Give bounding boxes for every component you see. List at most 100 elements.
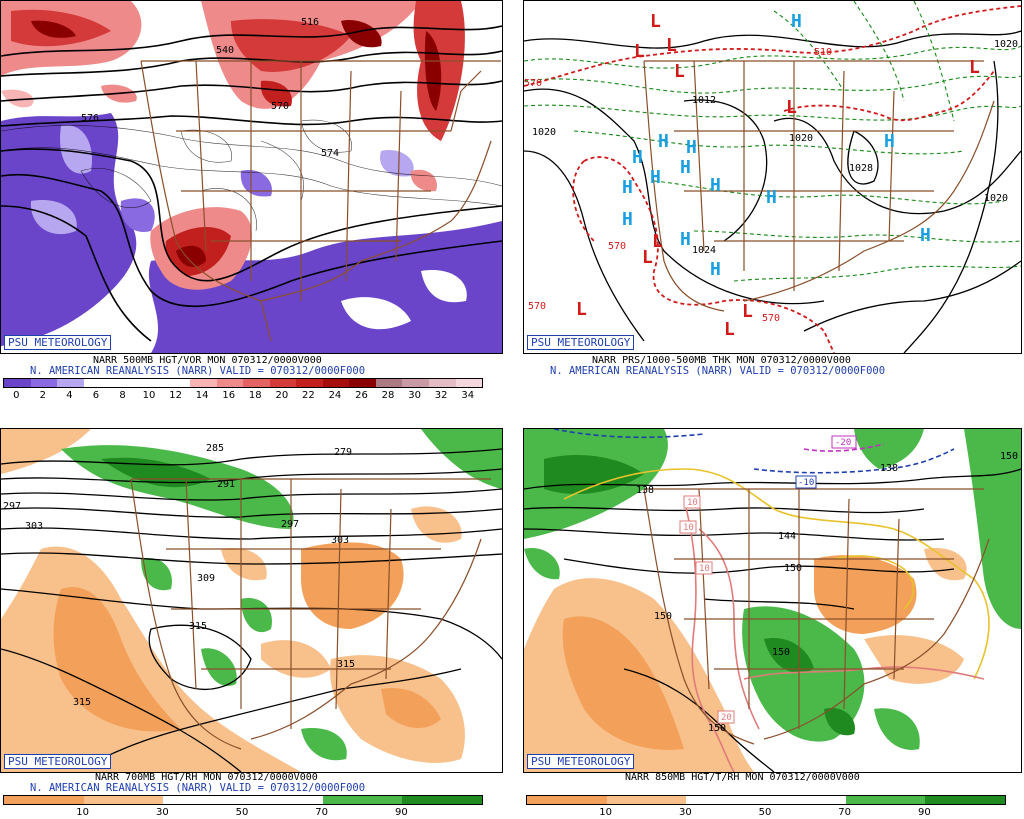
colorbar-swatch: [925, 796, 1006, 804]
contour-label: 315: [73, 697, 91, 708]
colorbar-swatch: [110, 379, 137, 387]
contour-label: 570: [271, 101, 289, 112]
high-pressure-symbol: H: [710, 259, 721, 280]
contour-label: 138: [880, 463, 898, 474]
colorbar-tick-label: 70: [838, 807, 852, 818]
high-pressure-symbol: H: [622, 177, 633, 198]
colorbar-swatch: [402, 796, 483, 804]
colorbar-swatch: [322, 379, 350, 387]
contour-label: 285: [206, 443, 224, 454]
panel-700mb-rh: 285 279 291 297 297 303 303 309 315 315 …: [0, 418, 505, 819]
low-pressure-symbol: L: [786, 97, 797, 118]
temperature-label: 20: [721, 713, 732, 723]
colorbar-tick-label: 14: [195, 390, 209, 401]
colorbar-tick-label: 24: [328, 390, 342, 401]
isobar-label: 1020: [994, 39, 1018, 50]
high-pressure-symbol: H: [920, 225, 931, 246]
colorbar-swatch: [269, 379, 297, 387]
map-subtitle: N. AMERICAN REANALYSIS (NARR) VALID = 07…: [550, 365, 886, 377]
low-pressure-symbol: L: [652, 231, 663, 252]
contour-label: 576: [81, 113, 99, 124]
high-pressure-symbol: H: [622, 209, 633, 230]
contour-label: 150: [654, 611, 672, 622]
contour-label: 279: [334, 447, 352, 458]
low-pressure-symbol: L: [969, 57, 980, 78]
colorbar-relative-humidity: [526, 795, 1006, 805]
colorbar-tick-label: 16: [222, 390, 236, 401]
psu-meteorology-badge: PSU METEOROLOGY: [4, 335, 112, 350]
colorbar-swatch: [686, 796, 767, 804]
contour-label: 150: [772, 647, 790, 658]
map-surface-pressure: H H H H H H H H H H H H H H L L L L L L: [523, 0, 1022, 354]
colorbar-tick-label: 20: [275, 390, 289, 401]
colorbar-tick-label: 32: [434, 390, 448, 401]
map-title: NARR 700MB HGT/RH MON 070312/0000V000: [95, 772, 318, 783]
temperature-label: 10: [687, 498, 698, 508]
map-700mb-rh: 285 279 291 297 297 303 303 309 315 315 …: [0, 428, 503, 773]
colorbar-tick-label: 70: [315, 807, 329, 818]
high-pressure-symbol: H: [632, 147, 643, 168]
high-pressure-symbol: H: [658, 131, 669, 152]
colorbar-swatch: [4, 379, 31, 387]
colorbar-swatch: [83, 379, 111, 387]
colorbar-swatch: [30, 379, 58, 387]
high-pressure-symbol: H: [884, 131, 895, 152]
isobar-label: 1020: [984, 193, 1008, 204]
colorbar-swatch: [243, 796, 323, 804]
contour-label: 138: [636, 485, 654, 496]
contour-label: 309: [197, 573, 215, 584]
temperature-label: 10: [699, 564, 710, 574]
high-pressure-symbol: H: [650, 167, 661, 188]
isobar-label: 1020: [532, 127, 556, 138]
high-pressure-symbol: H: [680, 157, 691, 178]
psu-meteorology-badge: PSU METEOROLOGY: [527, 754, 635, 769]
contour-label: 150: [784, 563, 802, 574]
colorbar-swatch: [136, 379, 164, 387]
isobar-label: 1020: [789, 133, 813, 144]
thickness-label: 510: [814, 47, 832, 58]
colorbar-relative-humidity: [3, 795, 483, 805]
colorbar-tick-label: 90: [917, 807, 931, 818]
colorbar-tick-label: 90: [394, 807, 408, 818]
colorbar-tick-label: 30: [408, 390, 421, 401]
colorbar-tick-label: 10: [76, 807, 90, 818]
colorbar-tick-label: 8: [119, 390, 126, 401]
map-title: NARR 500MB HGT/VOR MON 070312/0000V000: [93, 355, 322, 366]
colorbar-swatch: [606, 796, 687, 804]
thickness-label: 570: [608, 241, 626, 252]
low-pressure-symbol: L: [634, 41, 645, 62]
colorbar-swatch: [163, 796, 244, 804]
contour-label: 150: [708, 723, 726, 734]
colorbar-swatch: [455, 379, 483, 387]
colorbar-tick-label: 6: [92, 390, 100, 401]
colorbar-swatch: [163, 379, 190, 387]
colorbar-swatch: [527, 796, 607, 804]
contour-label: 516: [301, 17, 319, 28]
low-pressure-symbol: L: [666, 35, 677, 56]
contour-label: 574: [321, 148, 339, 159]
map-500mb-vorticity: 516 540 570 574 576 PSU METEOROLOGY: [0, 0, 503, 354]
colorbar-tick-label: 10: [142, 390, 156, 401]
contour-label: 303: [25, 521, 43, 532]
colorbar-ticks: 10 30 50 70 90: [526, 807, 1004, 819]
panel-surface-pressure-thickness: H H H H H H H H H H H H H H L L L L L L: [520, 0, 1024, 405]
colorbar-vorticity: [3, 378, 483, 388]
low-pressure-symbol: L: [674, 61, 685, 82]
colorbar-tick-label: 30: [678, 807, 692, 818]
psu-meteorology-badge: PSU METEOROLOGY: [527, 335, 635, 350]
high-pressure-symbol: H: [710, 175, 721, 196]
colorbar-swatch: [375, 379, 403, 387]
colorbar-tick-label: 2: [39, 390, 47, 401]
map-title: NARR 850MB HGT/T/RH MON 070312/0000V000: [625, 772, 860, 783]
colorbar-tick-label: 0: [13, 390, 20, 401]
isobar-label: 1028: [849, 163, 873, 174]
isobar-label: 1012: [692, 95, 716, 106]
thickness-label: 570: [762, 313, 780, 324]
colorbar-tick-label: 34: [461, 390, 475, 401]
colorbar-swatch: [4, 796, 84, 804]
map-title: NARR PRS/1000-500MB THK MON 070312/0000V…: [592, 355, 851, 366]
colorbar-swatch: [349, 379, 376, 387]
colorbar-tick-label: 22: [302, 390, 315, 401]
low-pressure-symbol: L: [650, 11, 661, 32]
colorbar-tick-label: 10: [599, 807, 613, 818]
